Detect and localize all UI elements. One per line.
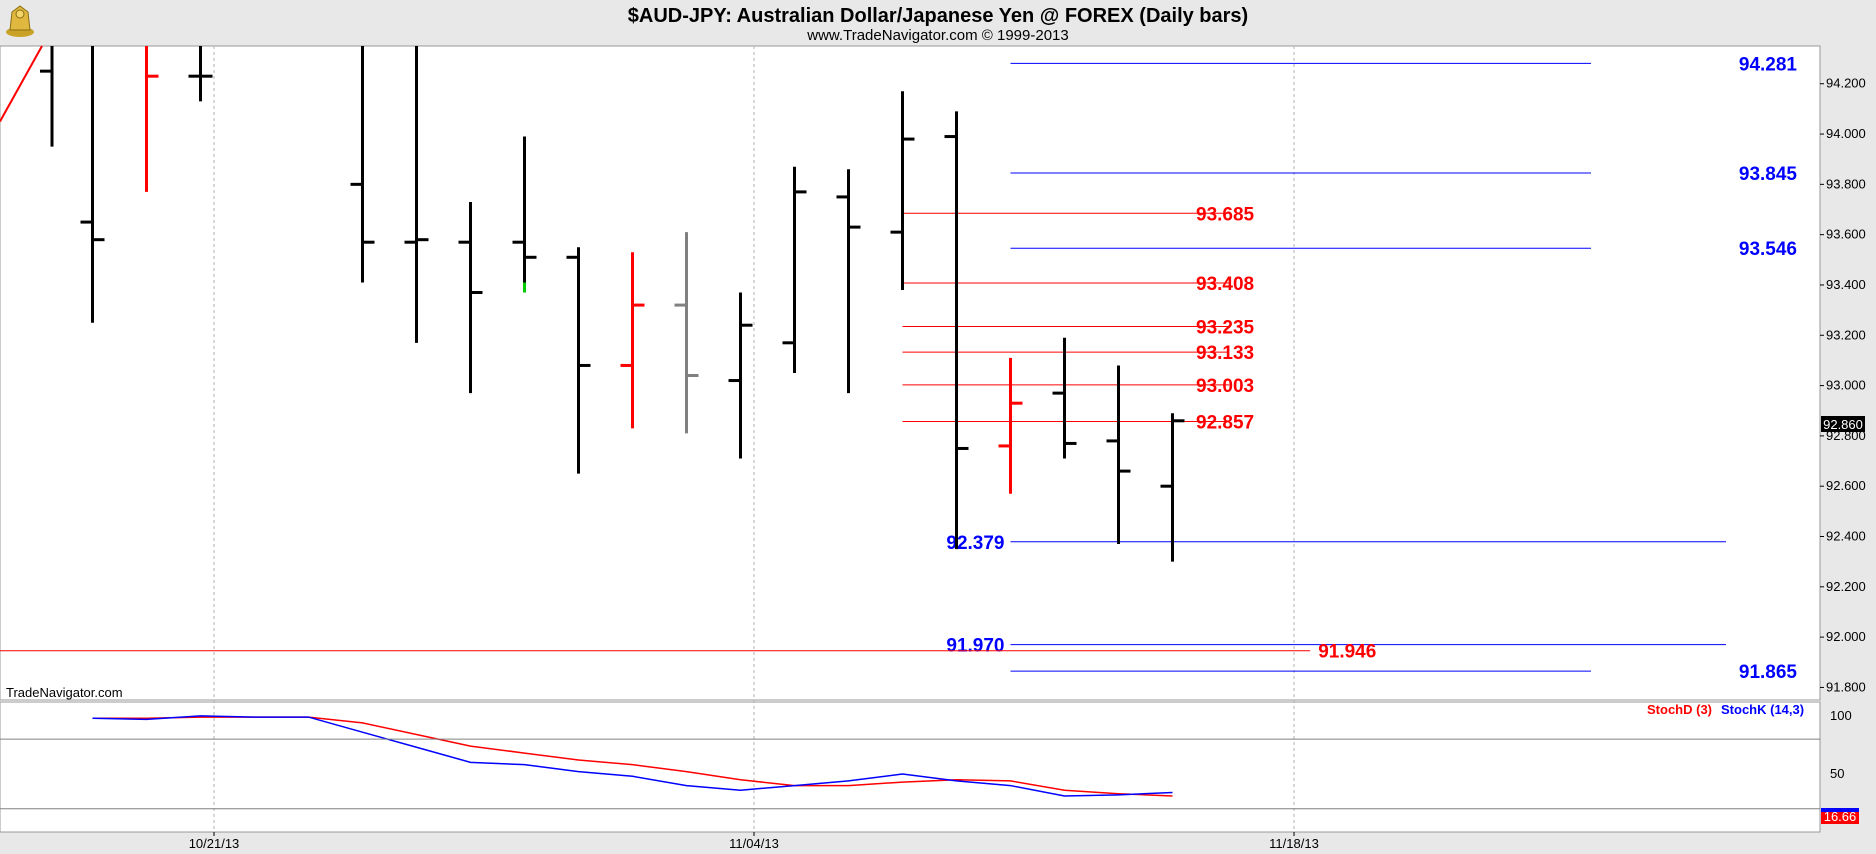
watermark: TradeNavigator.com xyxy=(6,685,123,700)
level-label: 93.845 xyxy=(1739,164,1798,185)
chart-subtitle: www.TradeNavigator.com © 1999-2013 xyxy=(806,27,1068,44)
price-axis: 94.200 94.000 93.800 93.600 93.400 93.200 93.0… xyxy=(1820,76,1866,694)
level-label: 91.865 xyxy=(1739,662,1798,683)
date-tick-label: 11/18/13 xyxy=(1269,836,1319,851)
price-tick-label: 93.400 xyxy=(1826,277,1866,292)
level-label: 93.133 xyxy=(1196,343,1254,364)
ohlc-bar-wick xyxy=(0,45,43,122)
stochastic-axis: 100 50 xyxy=(0,708,1852,810)
stochastic-lines xyxy=(92,715,1173,797)
stoch-series-line xyxy=(92,715,1173,797)
price-tick-label: 93.000 xyxy=(1826,378,1866,393)
grid xyxy=(213,46,1295,832)
level-label: 93.685 xyxy=(1196,204,1255,225)
level-label: 94.281 xyxy=(1739,54,1798,75)
header-band xyxy=(0,0,1876,46)
last-stoch-label: 16.66 xyxy=(1824,809,1857,824)
tradenavigator-logo-icon xyxy=(6,5,34,37)
level-label: 92.857 xyxy=(1196,413,1254,434)
price-tick-label: 92.600 xyxy=(1826,478,1866,493)
price-tick-label: 92.000 xyxy=(1826,629,1866,644)
level-label: 91.946 xyxy=(1318,642,1376,663)
level-label: 93.408 xyxy=(1196,274,1254,295)
price-tick-label: 93.800 xyxy=(1826,176,1866,191)
stoch-tick-label: 50 xyxy=(1830,766,1844,781)
date-tick-label: 11/04/13 xyxy=(729,836,779,851)
price-pane[interactable] xyxy=(0,45,1821,701)
last-stoch-tag-blue xyxy=(1821,808,1859,812)
price-tick-label: 94.200 xyxy=(1826,76,1866,91)
level-label: 93.235 xyxy=(1196,317,1255,338)
date-axis-band xyxy=(0,832,1876,854)
price-tick-label: 93.200 xyxy=(1826,327,1866,342)
level-label: 91.970 xyxy=(946,636,1004,657)
level-label: 92.379 xyxy=(946,533,1004,554)
price-bars xyxy=(0,45,1185,562)
price-tick-label: 94.000 xyxy=(1826,126,1866,141)
date-axis: 10/21/13 11/04/13 11/18/13 xyxy=(189,832,1319,851)
price-tick-label: 91.800 xyxy=(1826,679,1866,694)
level-label: 93.003 xyxy=(1196,376,1254,397)
price-tick-label: 92.200 xyxy=(1826,579,1866,594)
price-axis-band xyxy=(1820,46,1876,854)
stoch-tick-label: 100 xyxy=(1830,708,1852,723)
legend-stoch-k: StochK (14,3) xyxy=(1721,702,1804,717)
level-label: 93.546 xyxy=(1739,239,1797,260)
fib-levels: 94.281 93.845 93.685 93.546 93.408 93.235 93.1… xyxy=(0,54,1797,683)
chart-title: $AUD-JPY: Australian Dollar/Japanese Yen… xyxy=(628,5,1248,27)
date-tick-label: 10/21/13 xyxy=(189,836,240,851)
legend-stoch-d: StochD (3) xyxy=(1647,702,1712,717)
last-price-label: 92.860 xyxy=(1823,417,1863,432)
price-tick-label: 93.600 xyxy=(1826,227,1866,242)
last-price-tag xyxy=(1821,416,1865,432)
price-tick-label: 92.400 xyxy=(1826,529,1866,544)
stochastic-pane[interactable] xyxy=(0,701,1821,833)
